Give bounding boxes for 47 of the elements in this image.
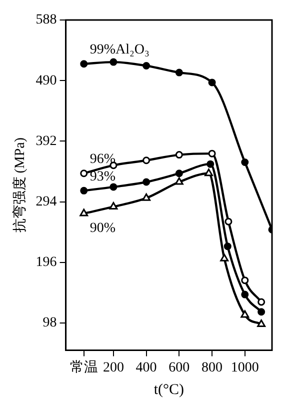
point (142, 178, 150, 186)
series-label: 93% (90, 169, 116, 184)
point (110, 183, 118, 191)
point (175, 170, 183, 178)
point (241, 158, 249, 166)
point (224, 218, 232, 226)
point (142, 193, 151, 201)
point (80, 60, 88, 68)
x-tick-label: 200 (102, 360, 124, 376)
point (80, 208, 88, 216)
x-tick-label: 400 (136, 360, 157, 376)
x-tick-label: 常温 (70, 359, 98, 376)
point (258, 308, 266, 316)
point (208, 78, 216, 86)
y-tick-label: 490 (36, 73, 57, 88)
series-label: 99%Al₂O₃ (90, 42, 150, 58)
point (175, 151, 183, 159)
point (80, 186, 88, 194)
y-tick-label: 98 (42, 316, 57, 331)
point (241, 290, 249, 298)
point (224, 242, 232, 250)
y-tick-label: 392 (36, 134, 57, 149)
point (206, 160, 214, 168)
point (109, 202, 118, 210)
point (175, 68, 183, 76)
x-tick-label: 800 (202, 360, 223, 376)
x-tick-label: 1000 (230, 360, 259, 376)
series-label: 96% (90, 152, 116, 168)
series-label: 90% (90, 221, 116, 236)
point (208, 150, 216, 158)
y-tick-label: 294 (36, 194, 57, 210)
point (240, 310, 250, 318)
point (204, 168, 213, 176)
point (258, 298, 266, 306)
point (241, 276, 249, 284)
y-axis-title: 抗弯强度 (MPa) (12, 137, 28, 233)
point (257, 319, 266, 327)
point (142, 62, 150, 70)
point (110, 58, 118, 66)
x-tick-label: 600 (168, 360, 190, 376)
point (174, 177, 184, 185)
x-axis-title: t(°C) (154, 382, 184, 398)
point (80, 170, 88, 178)
point (142, 156, 150, 164)
point (220, 254, 229, 262)
y-tick-label: 196 (36, 255, 57, 270)
y-tick-label: 588 (36, 12, 57, 28)
